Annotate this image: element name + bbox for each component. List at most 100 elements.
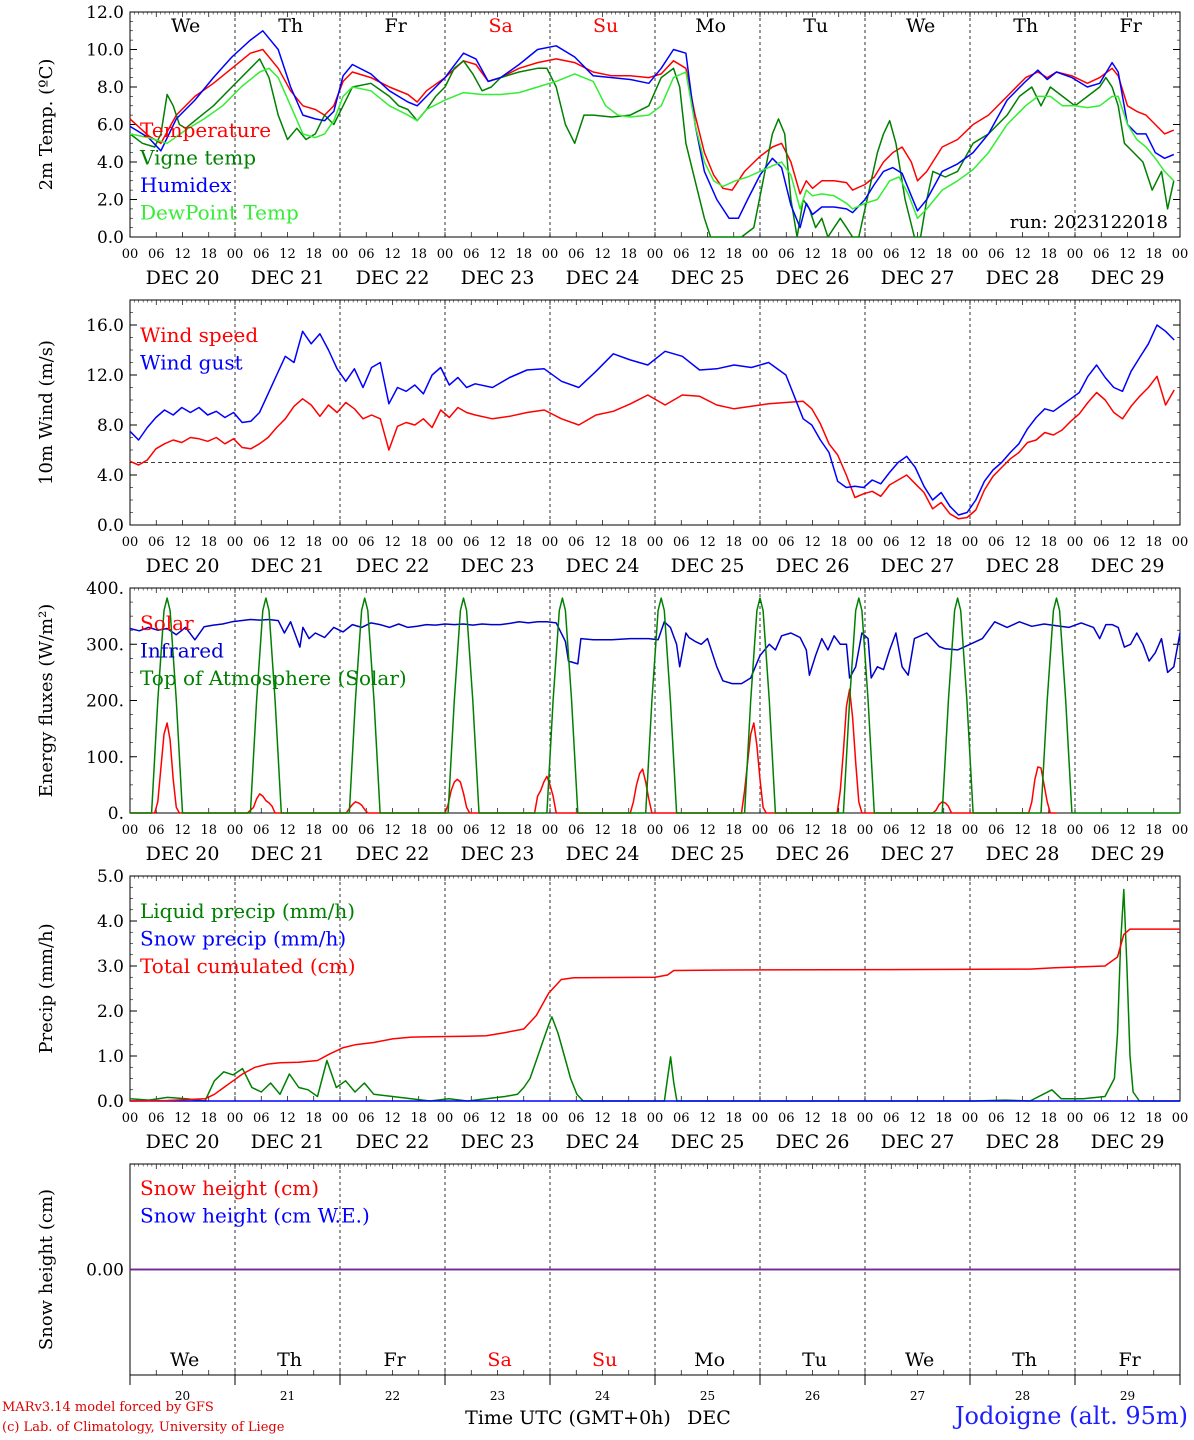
y-tick-label: 8.0 — [97, 78, 124, 98]
hour-tick-label: 12 — [1014, 1111, 1031, 1126]
hour-tick-label: 00 — [332, 247, 349, 262]
hour-tick-label: 18 — [305, 535, 322, 550]
day-label: DEC 21 — [251, 267, 325, 289]
hour-tick-label: 00 — [437, 1111, 454, 1126]
hour-tick-label: 18 — [725, 1111, 742, 1126]
hour-tick-label: 12 — [699, 823, 716, 838]
day-label: DEC 24 — [566, 555, 640, 577]
hour-tick-label: 06 — [988, 823, 1005, 838]
hour-tick-label: 06 — [358, 1111, 375, 1126]
y-tick-label: 2.0 — [97, 191, 124, 211]
day-label: DEC 21 — [251, 843, 325, 865]
day-number-label: 28 — [1015, 1389, 1030, 1403]
weekday-label: Sa — [487, 1349, 511, 1371]
hour-tick-label: 00 — [1172, 247, 1189, 262]
hour-tick-label: 18 — [725, 535, 742, 550]
hour-tick-label: 00 — [437, 823, 454, 838]
hour-tick-label: 12 — [594, 535, 611, 550]
hour-tick-label: 12 — [1119, 823, 1136, 838]
hour-tick-label: 18 — [1145, 247, 1162, 262]
hour-tick-label: 06 — [253, 247, 270, 262]
day-label: DEC 22 — [356, 1131, 430, 1153]
day-number-label: 29 — [1120, 1389, 1135, 1403]
hour-tick-label: 18 — [830, 535, 847, 550]
hour-tick-label: 12 — [699, 535, 716, 550]
hour-tick-label: 12 — [384, 1111, 401, 1126]
y-tick-label: 200. — [86, 692, 124, 712]
legend-entry: Total cumulated (cm) — [140, 954, 356, 978]
hour-tick-label: 12 — [1014, 823, 1031, 838]
day-number-label: 24 — [595, 1389, 611, 1403]
y-tick-label: 400. — [86, 579, 124, 599]
hour-tick-label: 18 — [830, 1111, 847, 1126]
hour-tick-label: 18 — [305, 1111, 322, 1126]
weekday-label: Tu — [802, 1349, 827, 1371]
legend-entry: Snow height (cm) — [140, 1176, 319, 1200]
hour-tick-label: 18 — [725, 823, 742, 838]
hour-tick-label: 06 — [463, 1111, 480, 1126]
hour-tick-label: 12 — [909, 823, 926, 838]
hour-tick-label: 12 — [1119, 535, 1136, 550]
hour-tick-label: 00 — [332, 823, 349, 838]
hour-tick-label: 06 — [778, 247, 795, 262]
weekday-label: Su — [593, 15, 618, 37]
y-tick-label: 0.0 — [97, 228, 124, 248]
hour-tick-label: 18 — [515, 1111, 532, 1126]
day-label: DEC 24 — [566, 843, 640, 865]
hour-tick-label: 12 — [174, 247, 191, 262]
legend-entry: Wind gust — [140, 351, 243, 375]
hour-tick-label: 06 — [148, 247, 165, 262]
y-tick-label: 2.0 — [97, 1002, 124, 1022]
hour-tick-label: 06 — [253, 1111, 270, 1126]
hour-tick-label: 06 — [673, 823, 690, 838]
model-credit: MARv3.14 model forced by GFS — [2, 1400, 214, 1415]
hour-tick-label: 12 — [804, 1111, 821, 1126]
legend-entry: Infrared — [140, 639, 224, 663]
hour-tick-label: 00 — [1067, 823, 1084, 838]
y-tick-label: 0. — [108, 804, 124, 824]
hour-tick-label: 12 — [489, 1111, 506, 1126]
plot-frame — [129, 587, 1181, 814]
hour-tick-label: 12 — [489, 247, 506, 262]
day-label: DEC 23 — [461, 267, 535, 289]
hour-tick-label: 00 — [437, 535, 454, 550]
hour-tick-label: 00 — [752, 247, 769, 262]
day-label: DEC 27 — [881, 267, 955, 289]
day-label: DEC 21 — [251, 555, 325, 577]
plot-frame — [129, 299, 1181, 526]
hour-tick-label: 12 — [489, 535, 506, 550]
day-label: DEC 22 — [356, 555, 430, 577]
day-label: DEC 29 — [1091, 267, 1165, 289]
hour-tick-label: 18 — [200, 247, 217, 262]
hour-tick-label: 18 — [935, 823, 952, 838]
hour-tick-label: 18 — [410, 247, 427, 262]
hour-tick-label: 00 — [857, 823, 874, 838]
hour-tick-label: 06 — [568, 823, 585, 838]
day-label: DEC 23 — [461, 555, 535, 577]
day-label: DEC 28 — [986, 1131, 1060, 1153]
day-label: DEC 22 — [356, 843, 430, 865]
legend-entry: Vigne temp — [139, 146, 256, 170]
weekday-label: Fr — [1120, 15, 1143, 37]
day-label: DEC 25 — [671, 843, 745, 865]
y-tick-label: 6.0 — [97, 116, 124, 136]
hour-tick-label: 06 — [148, 1111, 165, 1126]
legend-entry: Snow height (cm W.E.) — [140, 1204, 370, 1228]
hour-tick-label: 00 — [647, 535, 664, 550]
hour-tick-label: 12 — [804, 823, 821, 838]
hour-tick-label: 06 — [883, 535, 900, 550]
hour-tick-label: 06 — [253, 823, 270, 838]
hour-tick-label: 18 — [1040, 535, 1057, 550]
hour-tick-label: 18 — [620, 1111, 637, 1126]
hour-tick-label: 18 — [1040, 1111, 1057, 1126]
hour-tick-label: 00 — [542, 247, 559, 262]
hour-tick-label: 06 — [568, 535, 585, 550]
legend-entry: Solar — [140, 611, 194, 635]
legend-entry: Humidex — [140, 173, 232, 197]
hour-tick-label: 06 — [673, 247, 690, 262]
run-annotation: run: 2023122018 — [1010, 212, 1168, 233]
day-label: DEC 28 — [986, 843, 1060, 865]
day-label: DEC 26 — [776, 1131, 850, 1153]
y-tick-label: 10.0 — [86, 41, 124, 61]
